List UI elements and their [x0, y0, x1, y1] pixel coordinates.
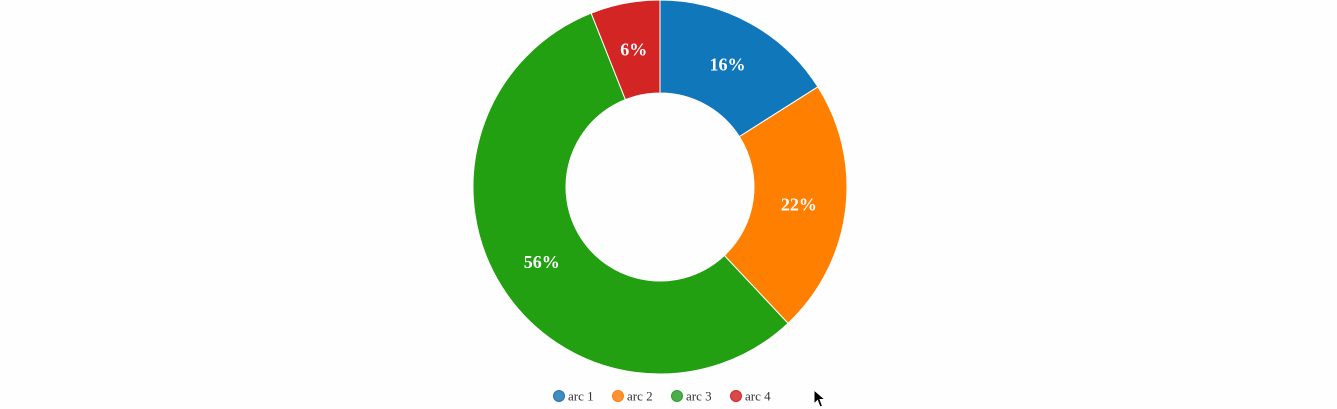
chart-slices	[472, 0, 848, 375]
legend-label-4: arc 4	[745, 389, 771, 404]
slice-label-1: 16%	[709, 54, 745, 74]
slice-label-2: 22%	[781, 195, 817, 215]
slice-4[interactable]	[590, 0, 661, 101]
slice-1[interactable]	[659, 0, 819, 138]
mouse-pointer-icon	[813, 389, 827, 408]
legend-item-1[interactable]: arc 1	[553, 389, 594, 404]
legend-label-1: arc 1	[568, 389, 594, 404]
legend-item-4[interactable]: arc 4	[730, 389, 772, 404]
legend-marker-4	[730, 390, 742, 402]
slice-label-3: 56%	[524, 252, 560, 272]
legend-item-2[interactable]: arc 2	[612, 389, 653, 404]
slice-2[interactable]	[723, 86, 848, 325]
chart-slice-labels: 16% 22% 56% 6%	[524, 39, 817, 272]
legend-marker-2	[612, 390, 624, 402]
legend-marker-3	[671, 390, 683, 402]
legend-item-3[interactable]: arc 3	[671, 389, 712, 404]
legend-marker-1	[553, 390, 565, 402]
legend-label-2: arc 2	[627, 389, 653, 404]
legend-label-3: arc 3	[686, 389, 712, 404]
slice-3[interactable]	[472, 12, 789, 375]
slice-label-4: 6%	[620, 39, 647, 59]
chart-legend: arc 1 arc 2 arc 3 arc 4	[553, 389, 772, 404]
